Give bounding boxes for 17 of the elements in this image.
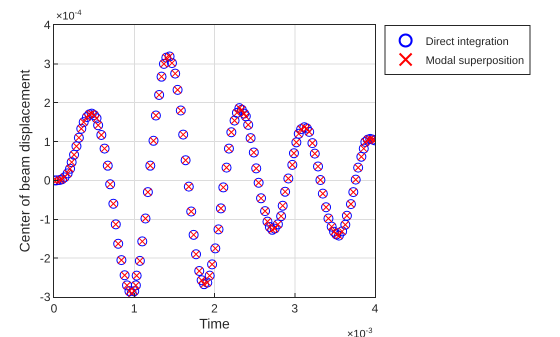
y-tick-label: 2 [44,96,51,110]
y-tick-label: 1 [44,134,51,149]
y-tick-label: -3 [40,290,51,304]
text: ×10$^{-4}$ [56,8,82,23]
x-axis-title: Time [199,315,230,332]
y-tick-label: 3 [44,57,51,72]
y-tick-label: -2 [40,251,51,266]
legend-label: Modal superposition [426,54,524,67]
x-tick-label: 4 [372,301,379,316]
legend-label: Direct integration [426,36,509,48]
y-tick-label: 0 [44,174,51,188]
x-tick-label: 1 [130,301,138,316]
x-tick-label: 3 [291,301,298,316]
y-tick-label: 4 [44,18,51,32]
y-tick-label: -1 [40,212,51,226]
x-tick-label: 2 [211,301,218,316]
y-axis-title: Center of beam displacement [16,69,33,252]
